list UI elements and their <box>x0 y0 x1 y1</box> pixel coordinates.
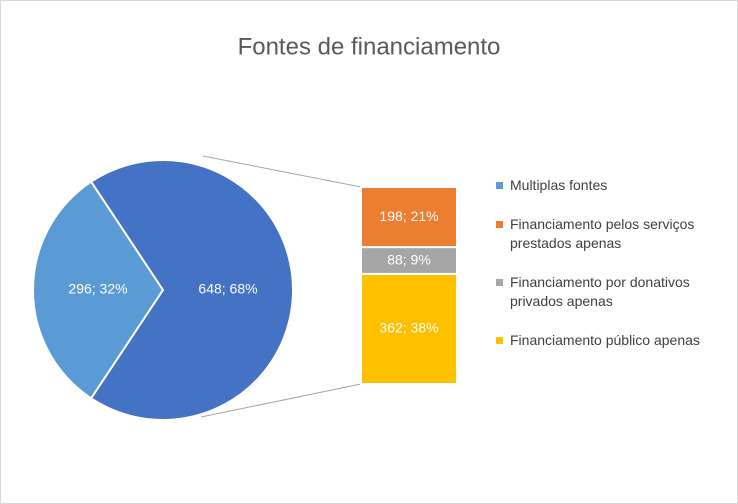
legend-item: Financiamento por donativos privados ape… <box>496 273 736 311</box>
data-label: 198; 21% <box>379 208 438 224</box>
chart-title: Fontes de financiamento <box>238 33 501 60</box>
pie-slice <box>89 159 294 421</box>
legend: Multiplas fontes Financiamento pelos serv… <box>496 176 736 370</box>
legend-label: Financiamento por donativos privados ape… <box>510 274 690 309</box>
bar-segment <box>360 272 458 386</box>
legend-label: Financiamento público apenas <box>510 332 700 348</box>
legend-item: Financiamento pelos serviços prestados a… <box>496 215 736 253</box>
bar-segment <box>360 246 458 275</box>
data-label: 88; 9% <box>387 251 431 267</box>
data-label: 362; 38% <box>379 320 438 336</box>
legend-swatch <box>496 182 503 189</box>
legend-swatch <box>496 337 503 344</box>
legend-swatch <box>496 221 503 228</box>
pie-slice <box>32 180 165 400</box>
legend-label: Financiamento pelos serviços prestados a… <box>510 216 695 251</box>
connector-line <box>200 383 362 418</box>
data-label: 296; 32% <box>68 281 127 297</box>
data-label: 648; 68% <box>198 281 257 297</box>
legend-item: Multiplas fontes <box>496 176 736 195</box>
legend-label: Multiplas fontes <box>510 177 608 193</box>
legend-swatch <box>496 279 503 286</box>
connector-line <box>202 155 362 188</box>
legend-item: Financiamento público apenas <box>496 331 736 350</box>
